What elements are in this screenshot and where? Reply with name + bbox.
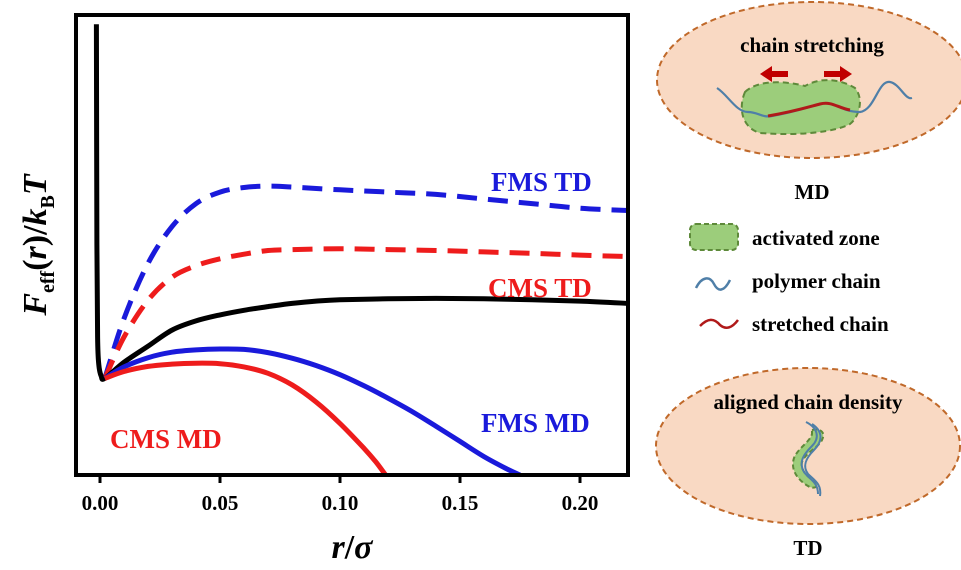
x-tick-label: 0.20 xyxy=(562,491,599,515)
md-label: MD xyxy=(795,180,830,204)
mechanism-panel: chain stretching MD activated zone polym… xyxy=(655,1,961,560)
activated-zone-swatch xyxy=(689,223,739,251)
series-line-cms-md xyxy=(103,360,388,475)
series-line-cms-td xyxy=(102,246,628,380)
series-line-fms-td xyxy=(102,183,628,380)
x-tick-label: 0.15 xyxy=(442,491,479,515)
aligned-chain-line-2 xyxy=(804,423,822,497)
md-bubble-title: chain stretching xyxy=(740,33,884,57)
x-tick-label: 0.10 xyxy=(322,491,359,515)
md-bubble-outline xyxy=(656,1,961,159)
legend: activated zone polymer chain stretched c… xyxy=(689,223,889,336)
md-bubble: chain stretching xyxy=(656,1,961,159)
series-label-fms-md: FMS MD xyxy=(481,408,590,438)
td-label: TD xyxy=(793,536,822,560)
plot-frame xyxy=(74,13,630,477)
series-label-cms-md: CMS MD xyxy=(110,424,222,454)
legend-label-stretched-chain: stretched chain xyxy=(752,312,889,336)
y-axis-label: Feff(r)/kBT xyxy=(17,173,59,317)
x-tick-label: 0.05 xyxy=(202,491,239,515)
stretched-chain-swatch xyxy=(699,318,739,329)
legend-label-polymer-chain: polymer chain xyxy=(752,269,881,293)
series-line-black-reference xyxy=(93,24,628,382)
legend-label-activated-zone: activated zone xyxy=(752,226,880,250)
aligned-chain-line-1 xyxy=(800,421,819,495)
activated-zone-shape xyxy=(740,79,861,135)
x-axis-label: r/σ xyxy=(331,529,374,566)
x-axis: 0.00 0.05 0.10 0.15 0.20 xyxy=(82,475,599,515)
stretched-chain-segment xyxy=(767,101,851,118)
series-label-fms-td: FMS TD xyxy=(491,167,592,197)
polymer-chain-swatch xyxy=(694,277,732,291)
series-line-fms-md xyxy=(103,346,522,475)
left-arrow-icon xyxy=(760,66,788,82)
x-tick-label: 0.00 xyxy=(82,491,119,515)
right-arrow-icon xyxy=(824,66,852,82)
series-layer xyxy=(93,24,628,475)
series-label-cms-td: CMS TD xyxy=(488,273,592,303)
td-bubble-title: aligned chain density xyxy=(713,390,903,414)
td-bubble: aligned chain density xyxy=(655,367,961,525)
effective-free-energy-chart: 0.00 0.05 0.10 0.15 0.20 Feff(r)/kBT r/σ FMS… xyxy=(17,13,630,566)
